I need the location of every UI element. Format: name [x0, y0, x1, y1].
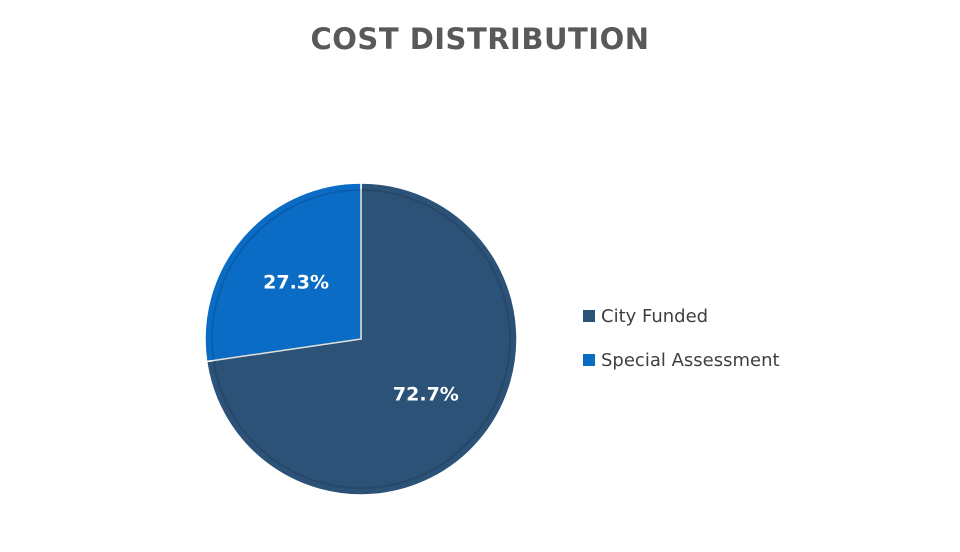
legend-swatch-special-assessment: [583, 354, 595, 366]
legend-swatch-city-funded: [583, 310, 595, 322]
legend: City Funded Special Assessment: [583, 304, 780, 392]
pie-slice-special-assessment: [204, 182, 362, 363]
legend-item-city-funded: City Funded: [583, 304, 780, 328]
chart-title: COST DISTRIBUTION: [310, 22, 650, 56]
pie-slice-rim-city-funded: [212, 188, 511, 489]
pie-slice-city-funded: [205, 182, 518, 496]
slice-label-special-assessment: 27.3%: [263, 271, 329, 293]
legend-item-special-assessment: Special Assessment: [583, 348, 780, 372]
pie-slice-rim-special-assessment: [211, 188, 362, 362]
legend-label-city-funded: City Funded: [601, 305, 709, 327]
legend-label-special-assessment: Special Assessment: [601, 349, 780, 371]
slice-label-city-funded: 72.7%: [393, 384, 459, 406]
